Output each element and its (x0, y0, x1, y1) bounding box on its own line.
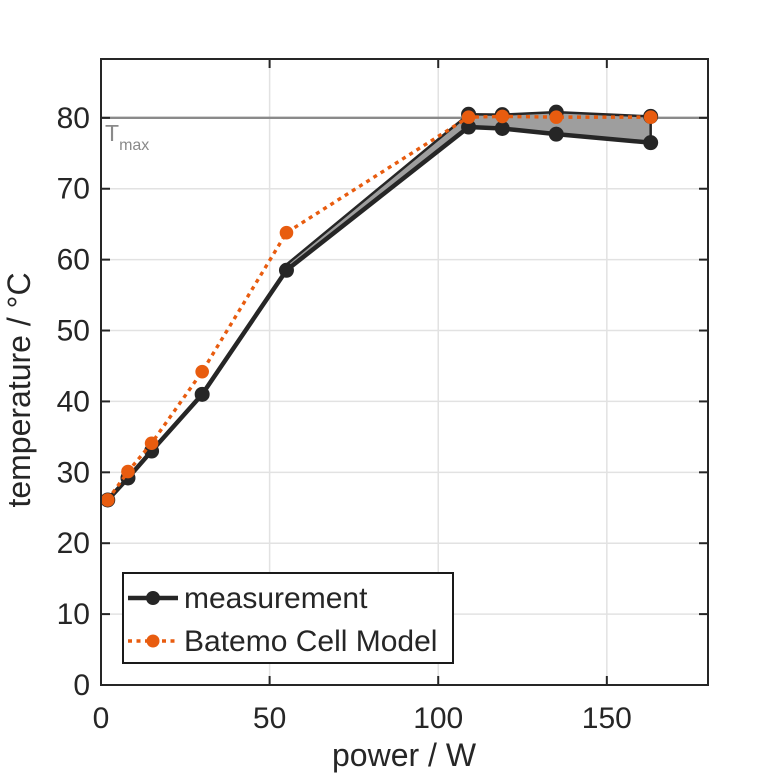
axis-layer: 0 50 100 150 0 10 20 30 40 50 60 70 80 (57, 59, 708, 735)
x-tick-label: 150 (582, 702, 632, 735)
data-series-layer (100, 109, 659, 508)
series-marker-1 (549, 110, 564, 124)
legend-marker-model (146, 634, 160, 648)
series-marker-0 (643, 135, 659, 151)
legend-marker-measurement (146, 591, 160, 605)
series-marker-0 (278, 262, 294, 278)
y-tick-label: 80 (57, 102, 90, 135)
series-line-0 (106, 124, 651, 502)
legend-label-model: Batemo Cell Model (184, 625, 437, 658)
y-tick-label: 70 (57, 173, 90, 206)
tmax-annotation: Tmax (105, 120, 149, 154)
series-marker-1 (195, 364, 209, 379)
x-tick-label: 100 (413, 702, 463, 735)
series-marker-1 (144, 436, 159, 451)
series-marker-0 (461, 119, 477, 135)
legend-box (122, 572, 454, 664)
series-marker-1 (643, 110, 658, 124)
legend-label-measurement: measurement (184, 582, 368, 615)
series-marker-0 (194, 386, 210, 402)
y-axis-label: temperature / °C (1, 272, 37, 507)
y-tick-label: 20 (57, 527, 90, 560)
y-tick-label: 50 (57, 315, 90, 348)
x-tick-label: 0 (93, 702, 110, 735)
y-tick-label: 10 (57, 598, 90, 631)
series-marker-1 (495, 109, 510, 124)
series-marker-1 (121, 464, 135, 479)
x-tick-label: 50 (253, 702, 286, 735)
y-tick-label: 60 (57, 244, 90, 277)
tmax-annotation-sub: max (119, 137, 149, 154)
series-marker-0 (548, 126, 564, 142)
x-axis-label: power / W (332, 737, 477, 773)
series-marker-1 (279, 225, 294, 240)
y-tick-label: 40 (57, 385, 90, 418)
series-marker-1 (461, 110, 476, 124)
plot-box (100, 58, 709, 686)
y-tick-label: 0 (73, 669, 90, 702)
series-marker-1 (100, 493, 115, 507)
series-line-1 (106, 114, 651, 501)
y-tick-label: 30 (57, 456, 90, 489)
legend: measurement Batemo Cell Model (122, 572, 454, 664)
series-marker-0 (494, 120, 510, 136)
tmax-annotation-main: T (105, 120, 119, 146)
